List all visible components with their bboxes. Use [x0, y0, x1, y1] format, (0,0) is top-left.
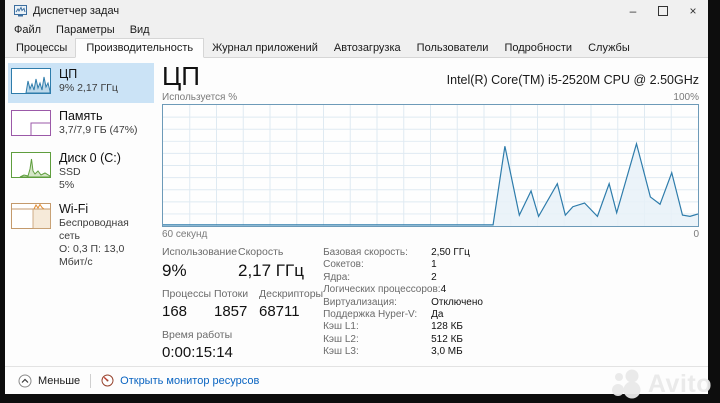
sidebar-memory-subtitle: 3,7/7,9 ГБ (47%) [59, 124, 138, 136]
task-manager-window: Диспетчер задач – × Файл Параметры Вид П… [5, 0, 708, 394]
cpu-model-name: Intel(R) Core(TM) i5-2520M CPU @ 2.50GHz [446, 73, 699, 87]
stat-row-base-speed: Базовая скорость: 2,50 ГГц [323, 247, 470, 259]
sidebar-wifi-line1: Беспроводная сеть [59, 217, 129, 242]
cpu-stats-left: Использование Скорость 9% 2,17 ГГц Проце… [162, 246, 323, 370]
fewer-details-button[interactable]: Меньше [18, 374, 80, 388]
sidebar-item-wifi[interactable]: Wi-Fi Беспроводная сеть О: 0,3 П: 13,0 М… [8, 198, 154, 273]
tab-startup[interactable]: Автозагрузка [333, 42, 401, 54]
tab-users[interactable]: Пользователи [416, 42, 489, 54]
footer-bar: Меньше Открыть монитор ресурсов [5, 366, 708, 394]
stat-row-cores: Ядра: 2 [323, 271, 437, 283]
cpu-usage-graph-svg [163, 105, 698, 227]
task-manager-icon [14, 4, 27, 17]
window-title: Диспетчер задач [33, 4, 120, 17]
menu-bar: Файл Параметры Вид [5, 21, 708, 38]
threads-value: 1857 [214, 303, 248, 321]
wifi-mini-graph-icon [11, 203, 51, 234]
page-title: ЦП [162, 61, 200, 91]
uptime-label: Время работы [162, 329, 233, 342]
memory-mini-graph-icon [11, 110, 51, 141]
sidebar-wifi-line2: О: 0,3 П: 13,0 Мбит/с [59, 243, 125, 268]
cpu-panel: ЦП Intel(R) Core(TM) i5-2520M CPU @ 2.50… [156, 58, 708, 366]
sidebar-item-cpu[interactable]: ЦП 9% 2,17 ГГц [8, 63, 154, 103]
tab-processes[interactable]: Процессы [16, 42, 68, 54]
maximize-button[interactable] [648, 0, 678, 21]
stat-row-l3-cache: Кэш L3: 3,0 МБ [323, 346, 463, 358]
title-bar: Диспетчер задач – × [5, 0, 708, 21]
performance-sidebar: ЦП 9% 2,17 ГГц Память 3,7/7,9 ГБ (47%) [5, 58, 156, 366]
stat-row-virtualization: Виртуализация: Отключено [323, 296, 483, 308]
open-resource-monitor-link[interactable]: Открыть монитор ресурсов [101, 374, 259, 387]
sidebar-disk-line2: 5% [59, 179, 75, 191]
speed-value: 2,17 ГГц [238, 261, 304, 281]
processes-label: Процессы [162, 288, 212, 301]
tab-services[interactable]: Службы [588, 42, 630, 54]
sidebar-cpu-subtitle: 9% 2,17 ГГц [59, 82, 118, 94]
tab-app-history[interactable]: Журнал приложений [212, 42, 318, 54]
menu-file[interactable]: Файл [14, 23, 42, 36]
sidebar-wifi-title: Wi-Fi [59, 202, 89, 216]
uptime-value: 0:00:15:14 [162, 344, 233, 362]
menu-view[interactable]: Вид [129, 23, 150, 36]
stat-row-hyperv: Поддержка Hyper-V: Да [323, 309, 444, 321]
footer-divider [90, 373, 92, 388]
stat-row-l1-cache: Кэш L1: 128 КБ [323, 321, 463, 333]
speed-label: Скорость [238, 246, 284, 259]
sidebar-item-memory[interactable]: Память 3,7/7,9 ГБ (47%) [8, 105, 154, 145]
sidebar-disk-title: Диск 0 (C:) [59, 151, 121, 165]
usage-label: Использование [162, 246, 238, 259]
sidebar-cpu-title: ЦП [59, 67, 78, 81]
minimize-button[interactable]: – [629, 3, 637, 18]
cpu-stats-right: Базовая скорость: 2,50 ГГц Сокетов: 1 Яд… [323, 246, 699, 370]
processes-value: 168 [162, 303, 188, 321]
threads-label: Потоки [214, 288, 249, 301]
graph-y-max-label: 100% [673, 92, 699, 103]
menu-options[interactable]: Параметры [56, 23, 115, 36]
sidebar-memory-title: Память [59, 109, 103, 123]
stat-row-sockets: Сокетов: 1 [323, 259, 437, 271]
sidebar-item-disk[interactable]: Диск 0 (C:) SSD 5% [8, 147, 154, 196]
cpu-mini-graph-icon [11, 68, 51, 99]
tab-bar: Процессы Производительность Журнал прило… [5, 38, 708, 58]
sidebar-disk-line1: SSD [59, 166, 81, 178]
resource-monitor-icon [101, 374, 114, 387]
chevron-up-circle-icon [18, 374, 32, 387]
maximize-icon [658, 5, 668, 16]
disk-mini-graph-icon [11, 152, 51, 183]
handles-value: 68711 [259, 303, 300, 321]
graph-x-left-label: 60 секунд [162, 229, 208, 241]
graph-x-right-label: 0 [693, 229, 699, 241]
stat-row-l2-cache: Кэш L2: 512 КБ [323, 333, 463, 345]
usage-value: 9% [162, 261, 187, 281]
cpu-usage-graph [162, 104, 699, 228]
graph-y-axis-label: Используется % [162, 92, 238, 103]
tab-performance[interactable]: Производительность [75, 38, 205, 58]
handles-label: Дескрипторы [259, 288, 324, 301]
tab-details[interactable]: Подробности [504, 42, 573, 54]
close-button[interactable]: × [689, 3, 697, 18]
stat-row-logical-processors: Логических процессоров: 4 [323, 284, 447, 296]
